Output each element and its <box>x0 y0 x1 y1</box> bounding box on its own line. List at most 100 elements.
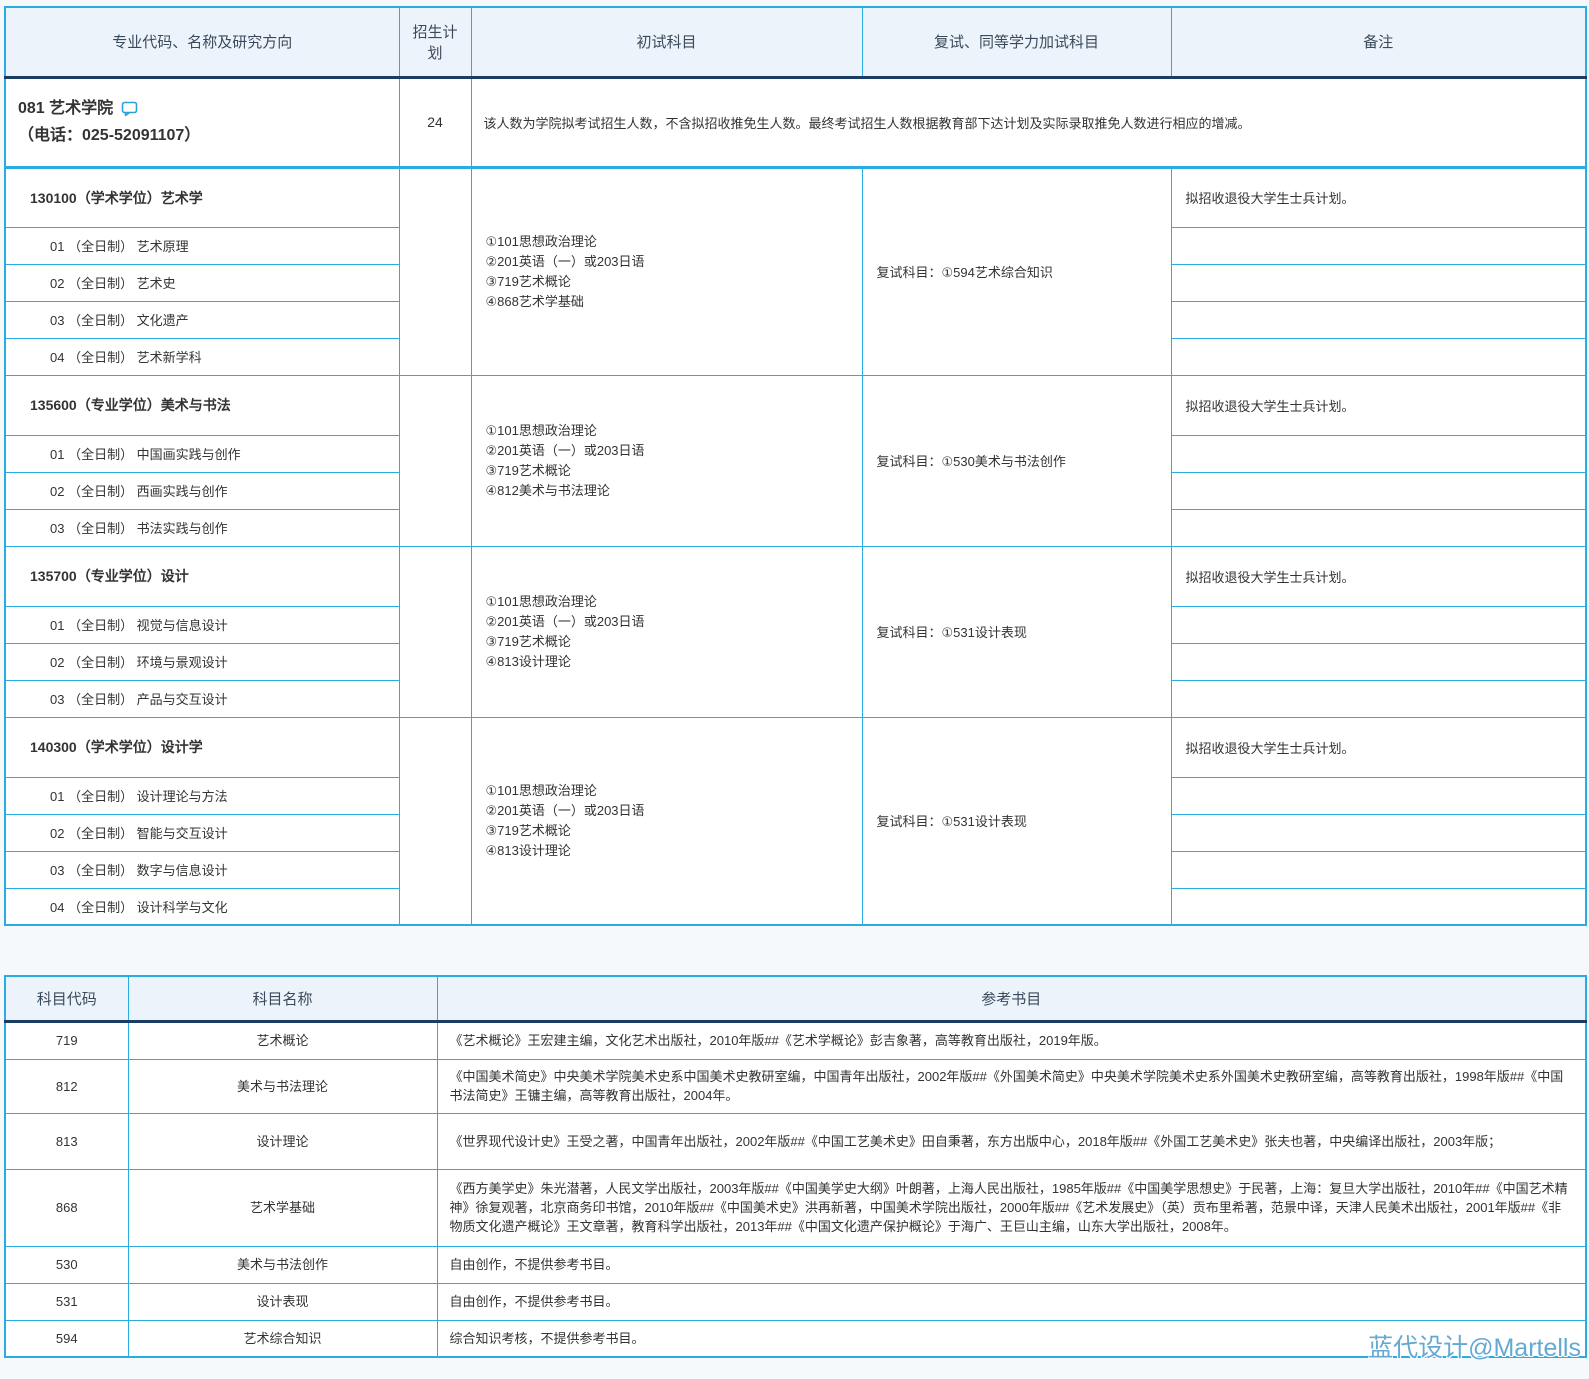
group-title: 135600（专业学位）美术与书法 <box>4 374 400 436</box>
group-title: 130100（学术学位）艺术学 <box>4 166 400 228</box>
reference-books: 自由创作，不提供参考书目。 <box>436 1245 1587 1284</box>
remark-cell-empty <box>1170 605 1587 644</box>
reference-row: 530 美术与书法创作 自由创作，不提供参考书目。 <box>4 1245 1587 1284</box>
direction-cell: 01 （全日制） 视觉与信息设计 <box>4 605 400 644</box>
col-header-subject-code: 科目代码 <box>4 975 129 1023</box>
direction-row: 01 （全日制） 中国画实践与创作 <box>4 434 1587 473</box>
reference-books: 《艺术概论》王宏建主编，文化艺术出版社，2010年版##《艺术学概论》彭吉象著，… <box>436 1020 1587 1060</box>
subject-line: ③719艺术概论 <box>485 633 571 649</box>
direction-cell: 02 （全日制） 环境与景观设计 <box>4 642 400 681</box>
comment-bubble-icon[interactable] <box>121 100 138 117</box>
group-title: 135700（专业学位）设计 <box>4 545 400 607</box>
subject-code: 530 <box>4 1245 129 1284</box>
col-header-subject-name: 科目名称 <box>127 975 438 1023</box>
reference-row: 719 艺术概论 《艺术概论》王宏建主编，文化艺术出版社，2010年版##《艺术… <box>4 1020 1587 1060</box>
direction-row: 02 （全日制） 西画实践与创作 <box>4 471 1587 510</box>
subject-code: 531 <box>4 1282 129 1321</box>
subject-name: 艺术概论 <box>127 1020 438 1060</box>
subject-line: ④813设计理论 <box>485 842 571 858</box>
col-header-retest-subjects: 复试、同等学力加试科目 <box>861 6 1172 79</box>
reference-table: 科目代码 科目名称 参考书目 719 艺术概论 《艺术概论》王宏建主编，文化艺术… <box>4 975 1587 1358</box>
subject-line: ②201英语（一）或203日语 <box>485 442 645 458</box>
initial-subjects-cell: ①101思想政治理论 ②201英语（一）或203日语 ③719艺术概论 ④868… <box>470 166 863 376</box>
retest-subjects-cell: 复试科目：①531设计表现 <box>861 716 1172 926</box>
direction-cell: 02 （全日制） 西画实践与创作 <box>4 471 400 510</box>
initial-subjects-cell: ①101思想政治理论 ②201英语（一）或203日语 ③719艺术概论 ④813… <box>470 545 863 718</box>
remark-cell-empty <box>1170 642 1587 681</box>
remark-cell-empty <box>1170 813 1587 852</box>
subject-line: ③719艺术概论 <box>485 822 571 838</box>
designer-watermark: 蓝代设计@Martells <box>1368 1334 1581 1362</box>
col-header-plan: 招生计划 <box>398 6 472 79</box>
college-code-name: 081 艺术学院 <box>18 100 114 117</box>
col-header-reference-books: 参考书目 <box>436 975 1587 1023</box>
remark-cell-empty <box>1170 337 1587 376</box>
subject-code: 812 <box>4 1058 129 1114</box>
direction-row: 01 （全日制） 视觉与信息设计 <box>4 605 1587 644</box>
subject-line: ②201英语（一）或203日语 <box>485 613 645 629</box>
subject-line: ①101思想政治理论 <box>485 233 597 249</box>
direction-row: 01 （全日制） 艺术原理 <box>4 226 1587 265</box>
direction-cell: 04 （全日制） 艺术新学科 <box>4 337 400 376</box>
group-plan-cell <box>398 374 472 547</box>
col-header-remarks: 备注 <box>1170 6 1587 79</box>
subject-code: 719 <box>4 1020 129 1060</box>
direction-row: 03 （全日制） 文化遗产 <box>4 300 1587 339</box>
direction-cell: 03 （全日制） 产品与交互设计 <box>4 679 400 718</box>
reference-row: 531 设计表现 自由创作，不提供参考书目。 <box>4 1282 1587 1321</box>
subject-name: 美术与书法创作 <box>127 1245 438 1284</box>
group-plan-cell <box>398 545 472 718</box>
reference-books: 自由创作，不提供参考书目。 <box>436 1282 1587 1321</box>
reference-row: 594 艺术综合知识 综合知识考核，不提供参考书目。 <box>4 1319 1587 1358</box>
direction-cell: 02 （全日制） 智能与交互设计 <box>4 813 400 852</box>
initial-subjects-cell: ①101思想政治理论 ②201英语（一）或203日语 ③719艺术概论 ④813… <box>470 716 863 926</box>
direction-row: 03 （全日制） 数字与信息设计 <box>4 850 1587 889</box>
remark-cell-empty <box>1170 300 1587 339</box>
subject-line: ①101思想政治理论 <box>485 782 597 798</box>
remark-cell: 拟招收退役大学生士兵计划。 <box>1170 545 1587 607</box>
direction-cell: 01 （全日制） 中国画实践与创作 <box>4 434 400 473</box>
remark-cell: 拟招收退役大学生士兵计划。 <box>1170 716 1587 778</box>
subject-line: ①101思想政治理论 <box>485 422 597 438</box>
direction-cell: 01 （全日制） 设计理论与方法 <box>4 776 400 815</box>
program-table-header-row: 专业代码、名称及研究方向 招生计划 初试科目 复试、同等学力加试科目 备注 <box>4 6 1587 79</box>
direction-row: 02 （全日制） 智能与交互设计 <box>4 813 1587 852</box>
subject-name: 艺术学基础 <box>127 1168 438 1247</box>
direction-cell: 04 （全日制） 设计科学与文化 <box>4 887 400 926</box>
subject-line: ④813设计理论 <box>485 653 571 669</box>
remark-cell: 拟招收退役大学生士兵计划。 <box>1170 166 1587 228</box>
subject-line: ②201英语（一）或203日语 <box>485 253 645 269</box>
college-phone: （电话：025-52091107） <box>18 127 201 144</box>
group-title: 140300（学术学位）设计学 <box>4 716 400 778</box>
subject-line: ③719艺术概论 <box>485 273 571 289</box>
retest-subjects-cell: 复试科目：①594艺术综合知识 <box>861 166 1172 376</box>
page-content: 专业代码、名称及研究方向 招生计划 初试科目 复试、同等学力加试科目 备注 08… <box>4 6 1587 1358</box>
direction-row: 04 （全日制） 设计科学与文化 <box>4 887 1587 926</box>
direction-row: 03 （全日制） 书法实践与创作 <box>4 508 1587 547</box>
college-name-cell: 081 艺术学院 （电话：025-52091107） <box>4 76 400 169</box>
remark-cell-empty <box>1170 850 1587 889</box>
subject-code: 868 <box>4 1168 129 1247</box>
direction-row: 01 （全日制） 设计理论与方法 <box>4 776 1587 815</box>
remark-cell: 拟招收退役大学生士兵计划。 <box>1170 374 1587 436</box>
remark-cell-empty <box>1170 263 1587 302</box>
college-row: 081 艺术学院 （电话：025-52091107） 24 该人数为学院拟考试招… <box>4 76 1587 169</box>
direction-cell: 01 （全日制） 艺术原理 <box>4 226 400 265</box>
initial-subjects-cell: ①101思想政治理论 ②201英语（一）或203日语 ③719艺术概论 ④812… <box>470 374 863 547</box>
group-plan-cell <box>398 166 472 376</box>
reference-row: 813 设计理论 《世界现代设计史》王受之著，中国青年出版社，2002年版##《… <box>4 1112 1587 1170</box>
direction-cell: 03 （全日制） 文化遗产 <box>4 300 400 339</box>
program-table: 专业代码、名称及研究方向 招生计划 初试科目 复试、同等学力加试科目 备注 08… <box>4 6 1587 926</box>
subject-code: 594 <box>4 1319 129 1358</box>
subject-name: 艺术综合知识 <box>127 1319 438 1358</box>
group-row: 130100（学术学位）艺术学 ①101思想政治理论 ②201英语（一）或203… <box>4 166 1587 376</box>
group-row: 135600（专业学位）美术与书法 ①101思想政治理论 ②201英语（一）或2… <box>4 374 1587 547</box>
subject-name: 设计表现 <box>127 1282 438 1321</box>
col-header-initial-subjects: 初试科目 <box>470 6 863 79</box>
direction-cell: 03 （全日制） 数字与信息设计 <box>4 850 400 889</box>
group-plan-cell <box>398 716 472 926</box>
remark-cell-empty <box>1170 226 1587 265</box>
subject-name: 设计理论 <box>127 1112 438 1170</box>
retest-subjects-cell: 复试科目：①531设计表现 <box>861 545 1172 718</box>
subject-line: ②201英语（一）或203日语 <box>485 802 645 818</box>
